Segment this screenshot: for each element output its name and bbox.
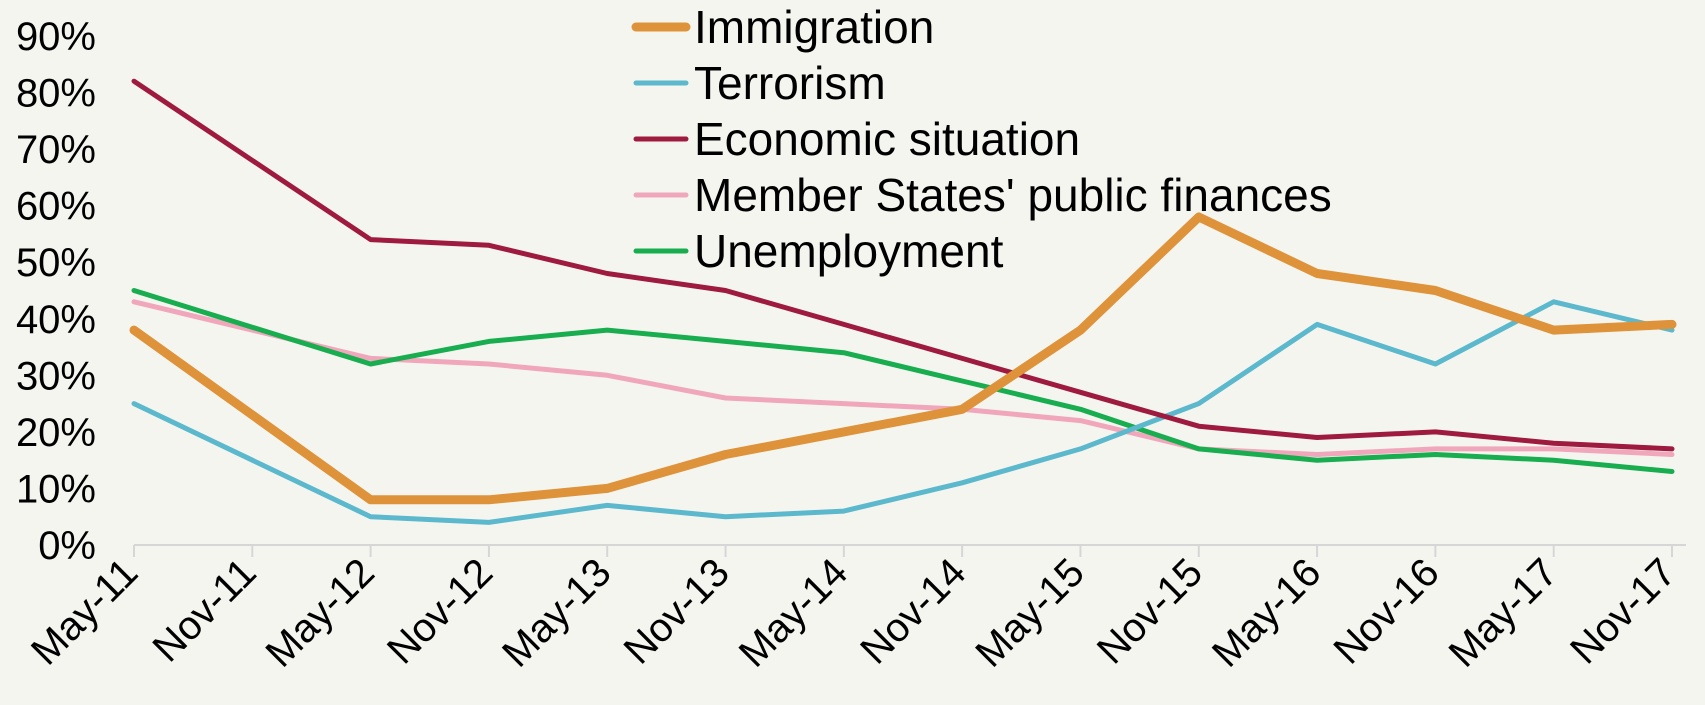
x-tick-label: Nov-16 <box>1325 550 1447 672</box>
x-tick-label: Nov-13 <box>616 550 738 672</box>
x-tick-label: Nov-15 <box>1089 550 1211 672</box>
x-tick-label: May-14 <box>731 550 856 675</box>
y-tick-label: 30% <box>16 354 96 398</box>
legend-label-economic-situation: Economic situation <box>694 113 1080 165</box>
x-tick-label: May-11 <box>23 550 146 673</box>
series-line-terrorism <box>131 299 1675 525</box>
series-line-economic-situation <box>131 78 1675 452</box>
x-tick-label: Nov-14 <box>852 550 974 672</box>
y-tick-label: 60% <box>16 185 96 229</box>
x-tick-label: May-16 <box>1204 550 1329 675</box>
legend-label-terrorism: Terrorism <box>694 57 886 109</box>
y-tick-label: 70% <box>16 128 96 172</box>
y-tick-label: 80% <box>16 72 96 116</box>
x-tick-label: Nov-11 <box>144 550 264 670</box>
y-tick-label: 20% <box>16 411 96 455</box>
x-tick-label: May-12 <box>258 550 383 675</box>
series-line-immigration <box>129 212 1677 505</box>
y-tick-label: 50% <box>16 241 96 285</box>
x-tick-label: May-15 <box>967 550 1092 675</box>
y-tick-label: 90% <box>16 15 96 59</box>
y-tick-label: 40% <box>16 298 96 342</box>
legend-label-unemployment: Unemployment <box>694 225 1004 277</box>
x-tick-label: May-13 <box>494 550 619 675</box>
series-layer <box>129 78 1677 525</box>
x-tick-label: May-17 <box>1441 550 1566 675</box>
x-tick-label: Nov-17 <box>1562 550 1684 672</box>
series-line-unemployment <box>131 288 1675 474</box>
y-tick-label: 10% <box>16 467 96 511</box>
legend-label-immigration: Immigration <box>694 1 934 53</box>
legend-label-member-states-public-finances: Member States' public finances <box>694 169 1332 221</box>
x-tick-label: Nov-12 <box>379 550 501 672</box>
y-tick-label: 0% <box>38 524 96 568</box>
